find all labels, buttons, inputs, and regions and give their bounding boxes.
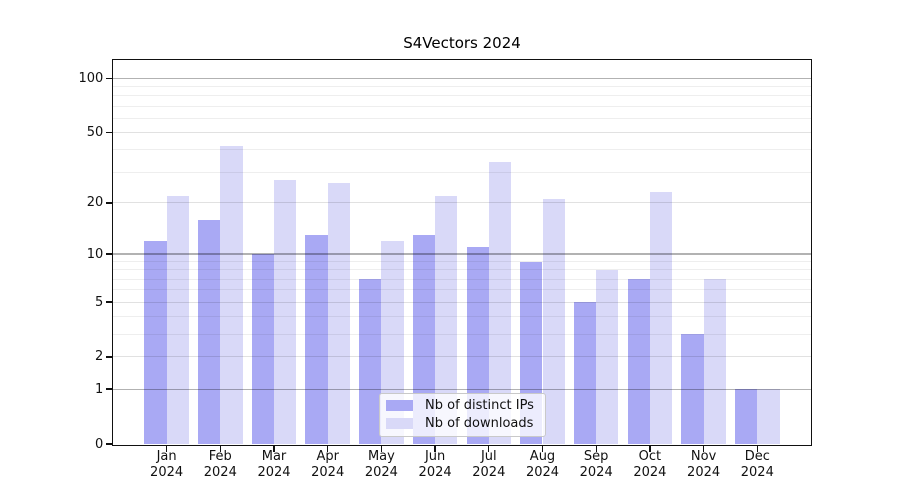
x-tick-label-jul: Jul 2024 <box>472 448 506 481</box>
bar-downloads-apr <box>327 182 350 444</box>
bar-distinct-ips-mar <box>251 254 274 444</box>
bar-distinct-ips-jan <box>144 240 167 444</box>
x-tick-oct <box>649 445 651 452</box>
legend-item-distinct-ips: Nb of distinct IPs <box>386 398 539 413</box>
x-tick-label-oct: Oct 2024 <box>633 448 667 481</box>
y-tick-20 <box>105 202 113 204</box>
x-tick-apr <box>327 445 329 452</box>
x-tick-label-mar: Mar 2024 <box>257 448 291 481</box>
y-tick-label-2: 2 <box>95 349 104 365</box>
y-tick-label-10: 10 <box>86 246 104 262</box>
y-tick-2 <box>105 356 113 358</box>
legend-swatch-downloads <box>386 418 413 429</box>
bar-downloads-jul <box>488 162 512 444</box>
x-tick-label-jun: Jun 2024 <box>418 448 452 481</box>
grid-line-70 <box>113 105 811 107</box>
grid-line-10 <box>113 253 811 255</box>
x-tick-jul <box>488 445 490 452</box>
x-tick-mar <box>273 445 275 452</box>
grid-line-8 <box>113 269 811 271</box>
bar-downloads-jun <box>435 195 458 444</box>
x-tick-may <box>380 445 383 452</box>
grid-line-4 <box>113 316 811 318</box>
grid-line-30 <box>113 171 811 173</box>
x-tick-sep <box>595 445 597 452</box>
bar-downloads-jan <box>166 195 189 444</box>
chart-title: S4Vectors 2024 <box>403 34 521 52</box>
grid-line-6 <box>113 289 811 291</box>
y-tick-label-20: 20 <box>86 195 104 211</box>
y-tick-label-5: 5 <box>95 294 104 310</box>
grid-line-90 <box>113 86 811 88</box>
bar-downloads-aug <box>542 199 565 444</box>
y-tick-1 <box>105 388 113 390</box>
grid-line-60 <box>113 117 811 119</box>
legend-label-distinct-ips: Nb of distinct IPs <box>425 398 534 413</box>
grid-line-50 <box>113 132 811 134</box>
x-tick-dec <box>756 445 758 452</box>
grid-line-7 <box>113 278 811 280</box>
y-tick-5 <box>105 301 113 303</box>
bar-downloads-dec <box>757 389 780 444</box>
bar-downloads-feb <box>220 146 243 444</box>
grid-line-40 <box>113 149 811 151</box>
bar-distinct-ips-apr <box>305 234 328 444</box>
legend-label-downloads: Nb of downloads <box>425 416 534 431</box>
bar-distinct-ips-feb <box>198 219 221 444</box>
bar-distinct-ips-jun <box>412 234 436 444</box>
legend: Nb of distinct IPs Nb of downloads <box>379 392 546 437</box>
grid-line-2 <box>113 356 811 358</box>
grid-line-1 <box>113 388 811 390</box>
grid-line-80 <box>113 95 811 97</box>
bar-downloads-nov <box>703 279 726 444</box>
grid-line-20 <box>113 202 811 204</box>
x-tick-aug <box>541 445 544 452</box>
x-tick-jan <box>165 445 168 452</box>
y-tick-label-100: 100 <box>78 70 104 86</box>
y-tick-10 <box>105 253 113 255</box>
x-tick-jun <box>434 445 436 452</box>
y-tick-label-1: 1 <box>95 381 104 397</box>
grid-line-3 <box>113 333 811 335</box>
y-tick-100 <box>105 77 113 80</box>
bar-distinct-ips-sep <box>573 302 597 444</box>
x-tick-label-dec: Dec 2024 <box>740 448 774 481</box>
bar-distinct-ips-dec <box>735 389 758 444</box>
bar-downloads-oct <box>649 192 673 444</box>
bar-downloads-mar <box>274 180 297 444</box>
bar-distinct-ips-may <box>359 279 382 444</box>
x-tick-label-feb: Feb 2024 <box>203 448 237 481</box>
legend-swatch-distinct-ips <box>386 400 413 411</box>
x-tick-label-apr: Apr 2024 <box>311 448 345 481</box>
y-tick-0 <box>105 443 113 445</box>
x-tick-label-nov: Nov 2024 <box>687 448 721 481</box>
grid-line-5 <box>113 301 811 303</box>
bar-distinct-ips-oct <box>627 279 650 444</box>
x-tick-label-jan: Jan 2024 <box>150 448 184 481</box>
grid-line-9 <box>113 261 811 263</box>
y-tick-label-0: 0 <box>95 436 104 452</box>
x-tick-label-aug: Aug 2024 <box>525 448 560 481</box>
y-tick-50 <box>105 131 113 134</box>
legend-item-downloads: Nb of downloads <box>386 416 539 431</box>
x-tick-label-sep: Sep 2024 <box>579 448 613 481</box>
y-tick-label-50: 50 <box>86 125 104 141</box>
grid-line-100 <box>113 77 811 80</box>
x-tick-label-may: May 2024 <box>364 448 398 481</box>
x-tick-feb <box>219 445 221 452</box>
x-tick-nov <box>702 445 705 452</box>
